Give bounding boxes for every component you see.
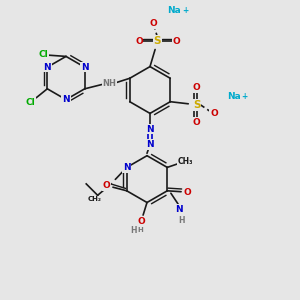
Text: H: H xyxy=(130,226,136,235)
Text: O: O xyxy=(210,109,218,118)
Text: N: N xyxy=(44,63,51,72)
Text: N: N xyxy=(146,140,154,149)
Text: N: N xyxy=(62,95,70,104)
Text: S: S xyxy=(193,100,200,110)
Text: N: N xyxy=(175,205,182,214)
Text: O: O xyxy=(135,37,143,46)
Text: Cl: Cl xyxy=(26,98,36,107)
Text: H: H xyxy=(137,227,143,233)
Text: Cl: Cl xyxy=(39,50,48,59)
Text: O: O xyxy=(193,118,200,127)
Text: O: O xyxy=(184,188,191,197)
Text: H: H xyxy=(178,216,185,225)
Text: NH: NH xyxy=(103,79,117,88)
Text: CH₃: CH₃ xyxy=(178,157,193,166)
Text: Na: Na xyxy=(227,92,240,101)
Text: O: O xyxy=(172,37,180,46)
Text: +: + xyxy=(182,6,188,15)
Text: N: N xyxy=(123,163,130,172)
Text: O: O xyxy=(103,181,110,190)
Text: O: O xyxy=(193,83,200,92)
Text: N: N xyxy=(146,124,154,134)
Text: O: O xyxy=(149,19,157,28)
Text: CH₂: CH₂ xyxy=(88,196,102,202)
Text: S: S xyxy=(154,36,161,46)
Text: Na: Na xyxy=(167,6,181,15)
Text: N: N xyxy=(81,63,88,72)
Text: +: + xyxy=(242,92,248,101)
Text: O: O xyxy=(138,217,146,226)
